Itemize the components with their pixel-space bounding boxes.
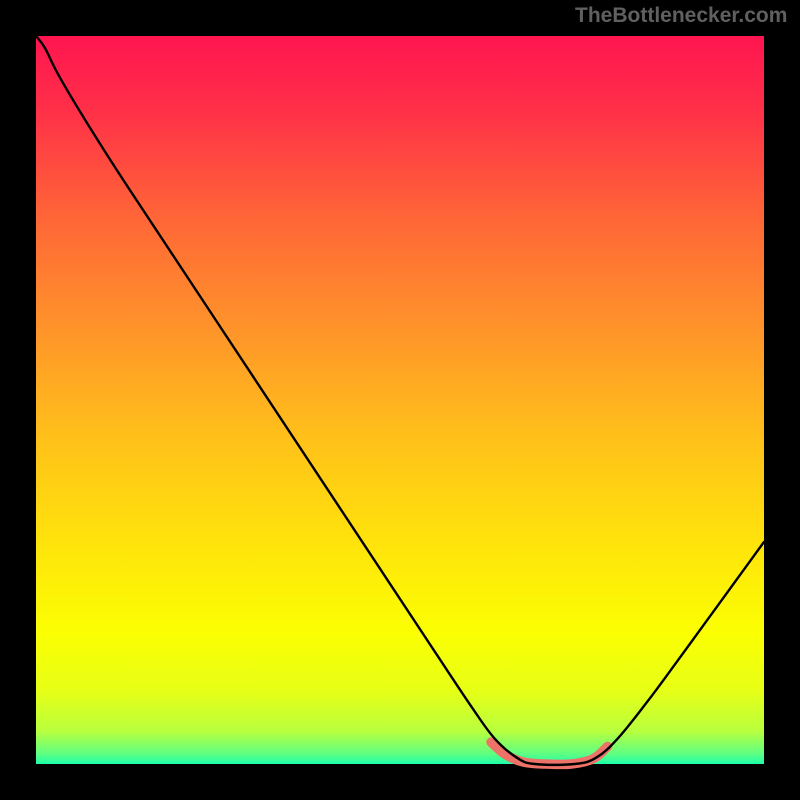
plot-background (36, 36, 764, 764)
bottleneck-chart (0, 0, 800, 800)
watermark-label: TheBottlenecker.com (575, 4, 787, 28)
chart-stage: TheBottlenecker.com (0, 0, 800, 800)
